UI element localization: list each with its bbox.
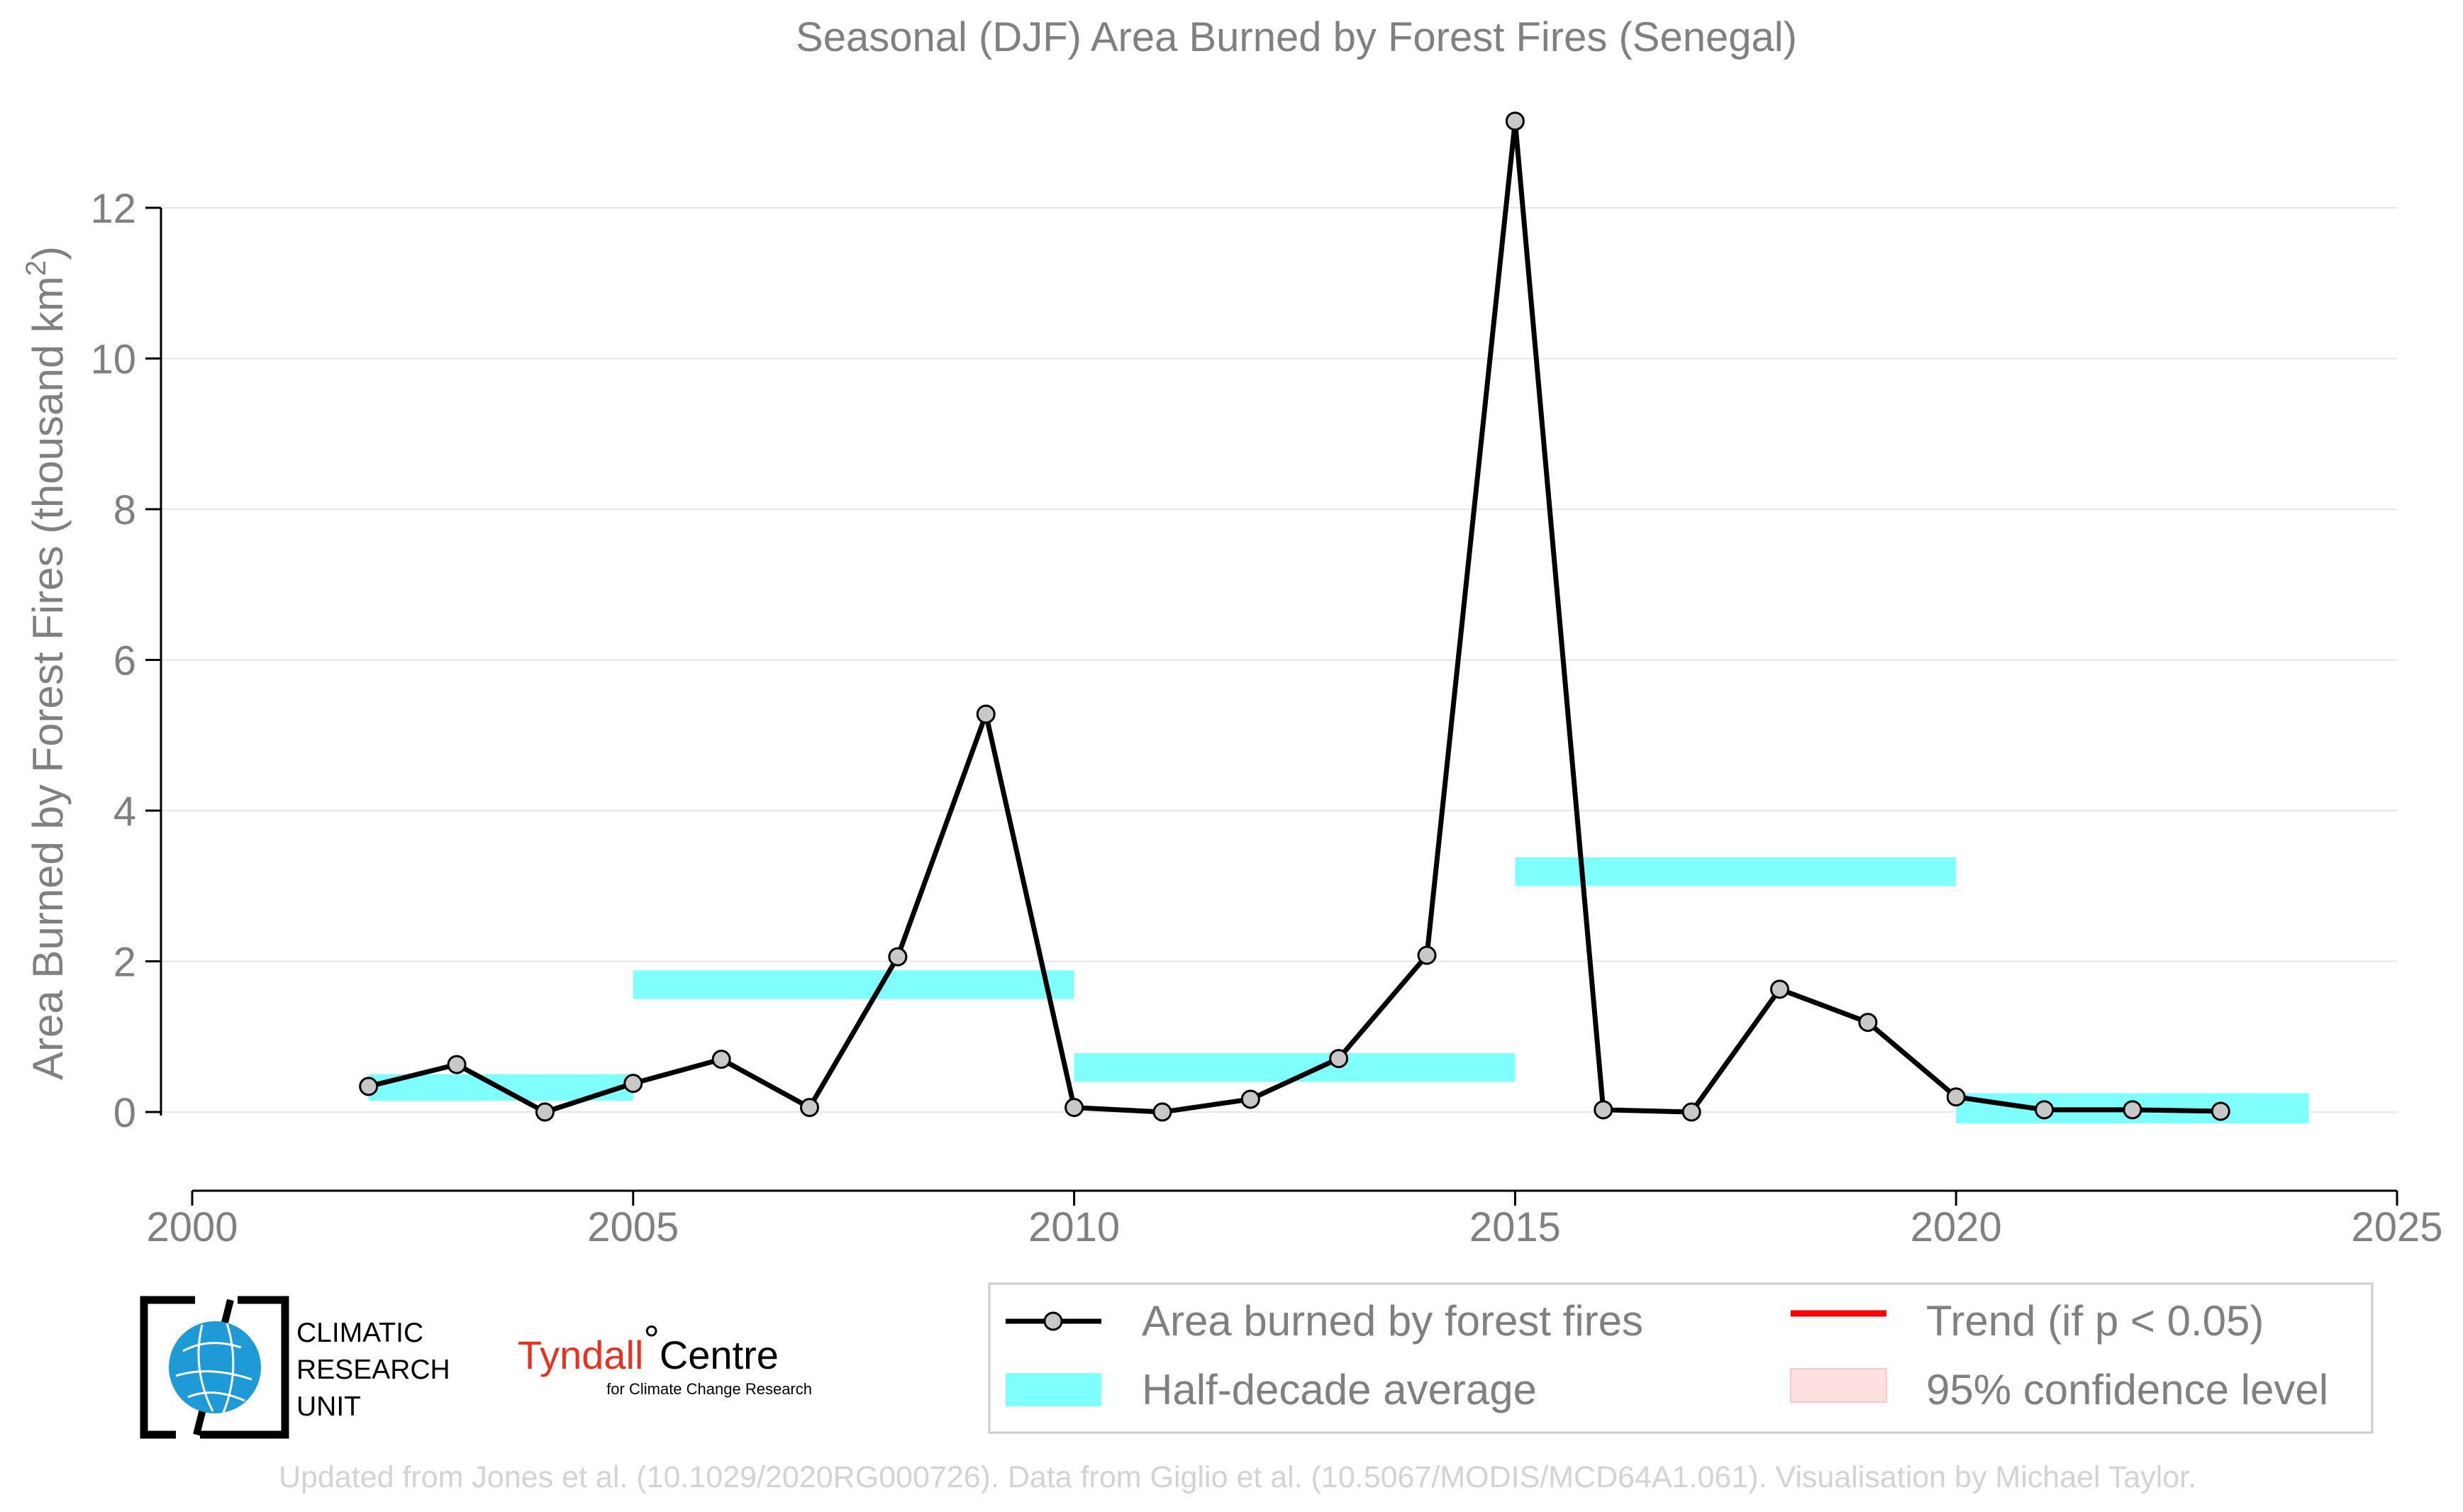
legend-swatch-confidence [1790, 1368, 1887, 1403]
legend-swatch-area-burned [1006, 1311, 1101, 1331]
cru-logo-line3: UNIT [296, 1391, 361, 1422]
legend-label-confidence: 95% confidence level [1926, 1366, 2328, 1413]
half-decade-band-1 [633, 970, 1074, 999]
y-axis-label-sup: 2 [21, 260, 52, 276]
x-tick-label-2010: 2010 [1028, 1204, 1120, 1250]
credit-line: Updated from Jones et al. (10.1029/2020R… [279, 1460, 2196, 1494]
y-tick-label-12: 12 [90, 186, 136, 232]
data-point-2006 [711, 1050, 731, 1069]
data-point-2004 [535, 1102, 555, 1122]
cru-logo: CLIMATIC RESEARCH UNIT [140, 1296, 450, 1439]
y-tick-label-10: 10 [90, 337, 136, 383]
y-tick-label-8: 8 [113, 487, 136, 533]
data-point-2022 [2123, 1100, 2142, 1120]
y-tick-label-2: 2 [113, 940, 136, 986]
series-area-burned [359, 111, 2230, 1122]
y-tick-label-4: 4 [113, 789, 136, 835]
chart-title: Seasonal (DJF) Area Burned by Forest Fir… [796, 14, 1797, 60]
data-point-2007 [800, 1098, 820, 1118]
data-point-2020 [1946, 1087, 1966, 1107]
data-point-2009 [976, 704, 996, 724]
data-point-2010 [1064, 1098, 1084, 1118]
x-tick-label-2025: 2025 [2351, 1204, 2442, 1250]
cru-logo-line2: RESEARCH [296, 1355, 450, 1385]
series-line [367, 118, 2221, 1115]
data-point-2019 [1858, 1013, 1878, 1033]
tyndall-logo-name: Tyndall°Centre [518, 1317, 779, 1377]
legend-swatch-half-decade [1006, 1373, 1101, 1406]
legend-label-half-decade: Half-decade average [1142, 1366, 1537, 1413]
cru-logo-line1: CLIMATIC [296, 1318, 423, 1348]
y-ticks: 0 2 4 6 8 10 12 [90, 186, 161, 1136]
data-point-2002 [359, 1077, 379, 1096]
tyndall-logo-sub: for Climate Change Research [606, 1380, 812, 1398]
tyndall-logo: Tyndall°Centre for Climate Change Resear… [518, 1317, 812, 1398]
y-axis-label: Area Burned by Forest Fires (thousand km… [21, 246, 72, 1080]
x-tick-label-2015: 2015 [1469, 1204, 1561, 1250]
half-decade-bands [368, 857, 2309, 1123]
data-point-2003 [447, 1055, 467, 1074]
legend-frame [988, 1282, 2374, 1434]
x-tick-label-2020: 2020 [1911, 1204, 2002, 1250]
y-axis-label-main: Area Burned by Forest Fires (thousand km [24, 276, 72, 1080]
y-tick-label-0: 0 [113, 1090, 136, 1136]
data-point-2023 [2211, 1101, 2230, 1121]
half-decade-band-3 [1515, 857, 1957, 886]
grid-lines [161, 207, 2397, 1113]
data-point-2014 [1417, 945, 1437, 965]
globe-icon [169, 1321, 261, 1413]
legend: Area burned by forest fires Trend (if p … [988, 1282, 2374, 1434]
data-point-2012 [1240, 1089, 1260, 1109]
data-point-2016 [1594, 1100, 1613, 1120]
x-tick-label-2000: 2000 [146, 1204, 238, 1250]
data-point-2017 [1681, 1102, 1701, 1122]
legend-label-trend: Trend (if p < 0.05) [1926, 1297, 2264, 1345]
data-point-2005 [623, 1074, 643, 1094]
data-point-2013 [1329, 1049, 1349, 1069]
legend-label-area-burned: Area burned by forest fires [1142, 1297, 1643, 1345]
data-point-2021 [2035, 1100, 2055, 1120]
data-point-2008 [888, 947, 908, 967]
y-tick-label-6: 6 [113, 638, 136, 684]
y-axis-label-close: ) [24, 246, 72, 260]
x-tick-label-2005: 2005 [587, 1204, 679, 1250]
data-point-2015 [1505, 111, 1525, 131]
data-point-2018 [1769, 979, 1789, 999]
data-point-2011 [1152, 1102, 1172, 1122]
x-ticks: 2000 2005 2010 2015 2020 2025 [146, 1191, 2443, 1250]
